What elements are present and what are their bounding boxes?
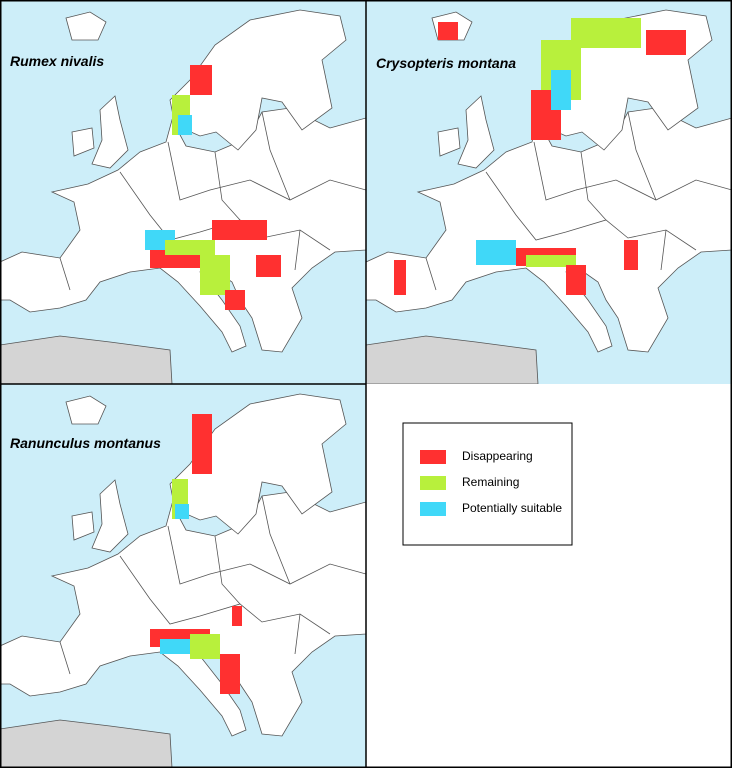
map-panel: Crysopteris montana xyxy=(366,0,732,384)
range-cells xyxy=(394,18,686,295)
legend-label: Potentially suitable xyxy=(462,501,562,515)
legend-swatch xyxy=(420,450,446,464)
legend-label: Remaining xyxy=(462,475,519,489)
map-panel: Ranunculus montanus xyxy=(0,384,366,768)
legend-label: Disappearing xyxy=(462,449,533,463)
panel-title: Rumex nivalis xyxy=(10,53,104,69)
legend-swatch xyxy=(420,476,446,490)
legend-swatch xyxy=(420,502,446,516)
range-cells xyxy=(145,65,281,310)
range-cells xyxy=(150,414,242,694)
panel-title: Ranunculus montanus xyxy=(10,435,161,451)
legend: Disappearing Remaining Potentially suitabl… xyxy=(420,449,562,516)
map-panel: Rumex nivalis xyxy=(0,0,366,384)
panel-title: Crysopteris montana xyxy=(376,55,516,71)
